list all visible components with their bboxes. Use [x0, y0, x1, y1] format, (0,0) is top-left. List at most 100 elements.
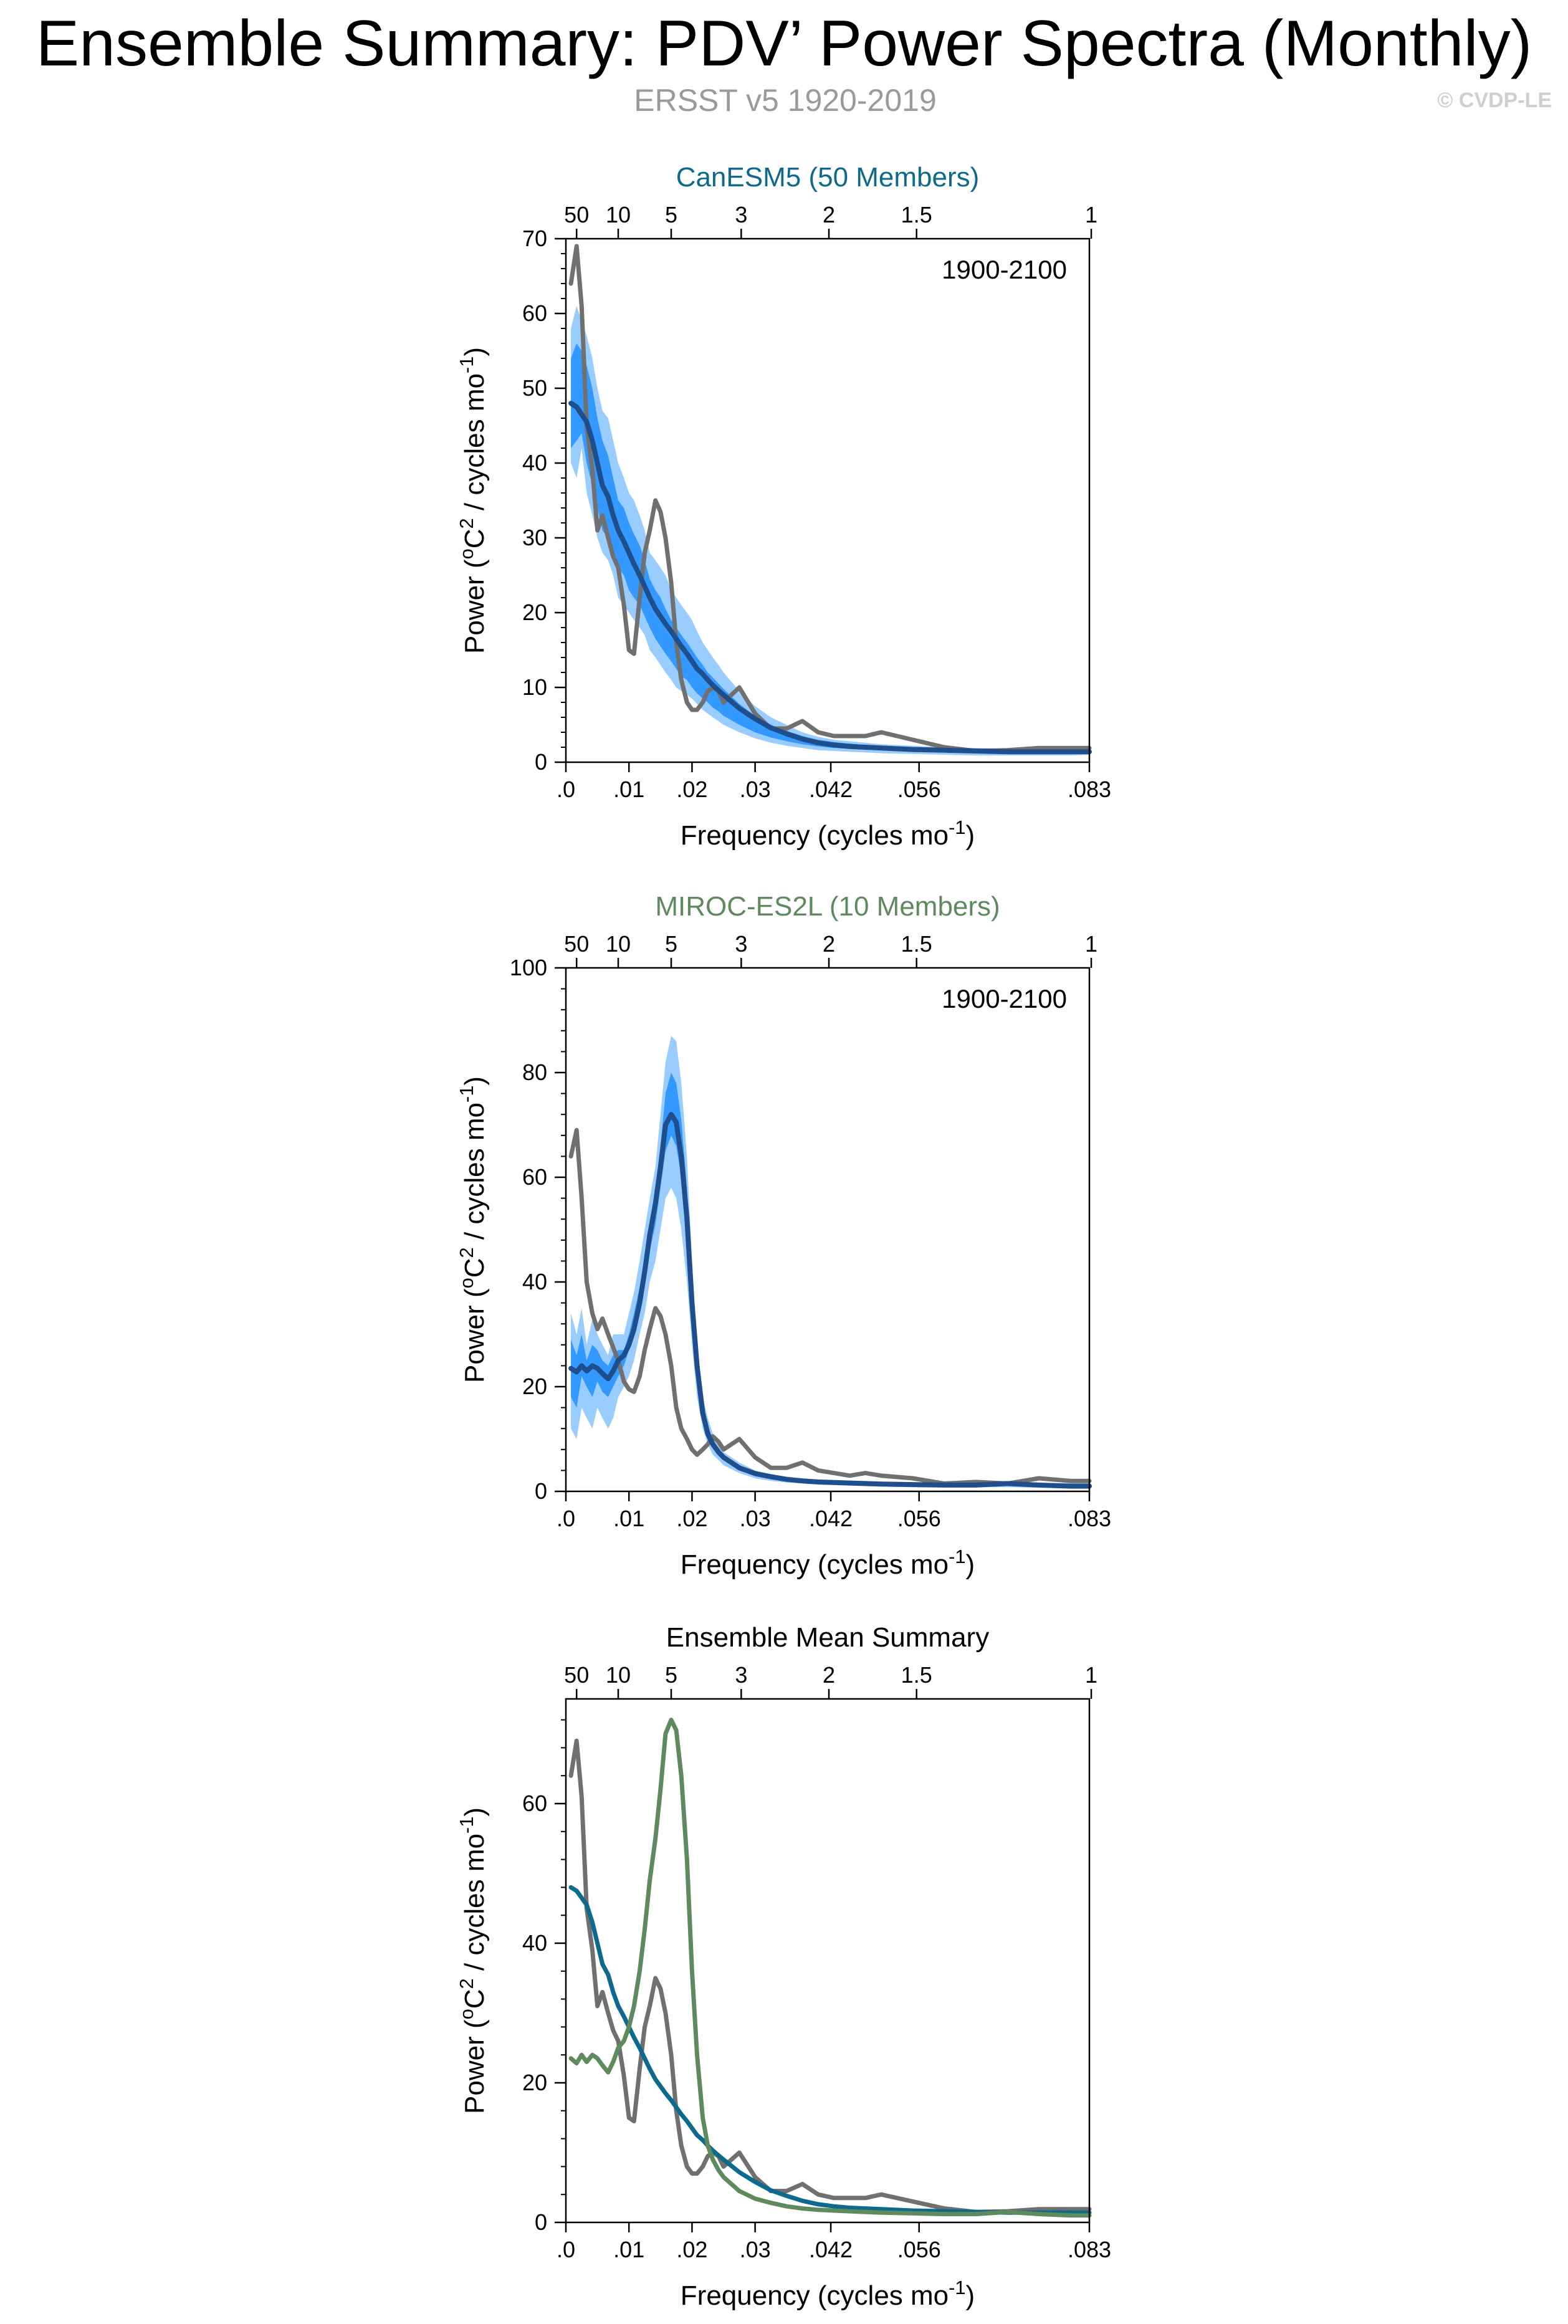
- spread-band-outer: [571, 306, 1089, 756]
- y-tick-label: 40: [522, 1930, 547, 1956]
- x-tick-label: .056: [897, 2237, 941, 2262]
- x-tick-label: .0: [557, 1506, 575, 1531]
- top-tick-label: 2: [823, 931, 835, 957]
- y-axis-label-sup2: 2: [456, 1978, 477, 1989]
- copyright-label: © CVDP-LE: [1437, 88, 1552, 112]
- top-tick-label: 3: [735, 1662, 747, 1688]
- top-tick-label: 2: [823, 202, 835, 227]
- canesm5-mean-line: [568, 1885, 1092, 2215]
- plot-frame: [565, 967, 1091, 1493]
- ensemble-mean-line: [568, 1112, 1092, 1489]
- x-axis-label: Frequency (cycles mo-1): [681, 2277, 975, 2312]
- y-tick-label: 60: [522, 1164, 547, 1190]
- x-tick-label: .083: [1068, 777, 1111, 802]
- y-tick-label: 20: [522, 1374, 547, 1399]
- y-axis-label-c: / cycles mo: [459, 1834, 490, 1978]
- y-axis-label-a: Power (: [459, 1288, 490, 1383]
- top-tick-label: 5: [665, 1662, 677, 1688]
- y-axis-label-sup3: -1: [456, 356, 477, 373]
- top-tick-label: 50: [564, 202, 589, 227]
- x-axis-label: Frequency (cycles mo-1): [681, 1546, 975, 1580]
- top-tick-label: 5: [665, 202, 677, 227]
- y-tick-label: 20: [522, 2070, 547, 2095]
- x-tick-label: .03: [740, 777, 771, 802]
- x-axis-label-sup: -1: [949, 2277, 965, 2298]
- y-tick-label: 30: [522, 525, 547, 550]
- y-axis-label-sup2: 2: [456, 518, 477, 528]
- period-label: 1900-2100: [942, 255, 1067, 284]
- top-tick-label: 10: [606, 931, 631, 957]
- y-axis-label: Power (oC2 / cycles mo-1): [456, 1807, 490, 2114]
- y-axis-label-b: C: [459, 528, 490, 548]
- y-tick-label: 50: [522, 375, 547, 401]
- x-axis-label: Frequency (cycles mo-1): [681, 816, 975, 851]
- y-tick-label: 70: [522, 226, 547, 251]
- y-tick-label: 40: [522, 1269, 547, 1294]
- y-tick-label: 0: [535, 749, 547, 775]
- y-tick-label: 80: [522, 1059, 547, 1085]
- observed-line: [568, 1127, 1092, 1486]
- y-tick-label: 100: [510, 955, 547, 980]
- y-axis-label: Power (oC2 / cycles mo-1): [456, 347, 490, 654]
- y-axis-label-sup1: o: [456, 1278, 477, 1288]
- y-tick-label: 60: [522, 1791, 547, 1816]
- top-tick-label: 1: [1085, 1662, 1097, 1688]
- y-axis-label-d: ): [459, 1807, 490, 1817]
- x-tick-label: .056: [897, 1506, 941, 1531]
- top-tick-label: 10: [606, 1662, 631, 1688]
- panel-title: Ensemble Mean Summary: [666, 1622, 989, 1653]
- x-tick-label: .056: [897, 777, 941, 802]
- x-tick-label: .042: [809, 1506, 853, 1531]
- period-label: 1900-2100: [942, 984, 1067, 1013]
- y-tick-label: 40: [522, 450, 547, 476]
- chart-panel-2: 0 20 40 60 80 100 .0 .01 .02 .03 .042 .056 .083 50 10 5…: [456, 891, 1112, 1580]
- y-axis-label-d: ): [459, 1076, 490, 1086]
- top-tick-label: 1.5: [901, 931, 932, 957]
- x-axis-label-text: Frequency (cycles mo: [681, 2280, 949, 2311]
- x-axis-label-end: ): [966, 1549, 975, 1580]
- y-axis-label-sup1: o: [456, 548, 477, 559]
- x-axis-label-text: Frequency (cycles mo: [681, 820, 949, 851]
- figure-subtitle: ERSST v5 1920-2019: [634, 83, 937, 118]
- x-tick-label: .0: [557, 777, 575, 802]
- y-axis-label: Power (oC2 / cycles mo-1): [456, 1076, 490, 1383]
- top-tick-label: 3: [735, 202, 747, 227]
- x-tick-label: .083: [1068, 2237, 1111, 2262]
- x-tick-label: .042: [809, 2237, 853, 2262]
- top-tick-label: 3: [735, 931, 747, 957]
- top-tick-label: 2: [823, 1662, 835, 1688]
- x-tick-label: .01: [613, 777, 644, 802]
- x-tick-label: .03: [740, 1506, 771, 1531]
- x-tick-label: .01: [613, 2237, 644, 2262]
- chart-panel-1: 0 10 20 30 40 50 60 70 .0 .01 .02 .03 .042 .056 .083 50…: [456, 162, 1112, 851]
- y-axis-label-a: Power (: [459, 2019, 490, 2114]
- x-axis-label-text: Frequency (cycles mo: [681, 1549, 949, 1580]
- y-axis-label-sup2: 2: [456, 1247, 477, 1258]
- y-axis-label-a: Power (: [459, 559, 490, 654]
- y-axis-label-d: ): [459, 347, 490, 356]
- x-tick-label: .01: [613, 1506, 644, 1531]
- x-tick-label: .0: [557, 2237, 575, 2262]
- top-tick-label: 1: [1085, 202, 1097, 227]
- spread-band-outer: [571, 1036, 1089, 1488]
- top-tick-label: 10: [606, 202, 631, 227]
- x-axis-label-end: ): [966, 2280, 975, 2311]
- x-tick-label: .03: [740, 2237, 771, 2262]
- y-tick-label: 0: [535, 2209, 547, 2235]
- y-tick-label: 20: [522, 600, 547, 625]
- x-tick-label: .042: [809, 777, 853, 802]
- y-axis-label-sup3: -1: [456, 1086, 477, 1102]
- figure-title: Ensemble Summary: PDV’ Power Spectra (Mo…: [36, 7, 1532, 80]
- panel-title: MIROC-ES2L (10 Members): [655, 891, 1000, 922]
- y-axis-label-b: C: [459, 1989, 490, 2009]
- top-tick-label: 5: [665, 931, 677, 957]
- top-tick-label: 50: [564, 1662, 589, 1688]
- observed-line: [568, 244, 1092, 753]
- x-tick-label: .02: [676, 2237, 707, 2262]
- plot-frame: [565, 1698, 1091, 2224]
- y-axis-label-sup3: -1: [456, 1817, 477, 1834]
- y-axis-label-c: / cycles mo: [459, 373, 490, 518]
- y-axis-label-b: C: [459, 1258, 490, 1278]
- observed-line: [568, 1738, 1092, 2214]
